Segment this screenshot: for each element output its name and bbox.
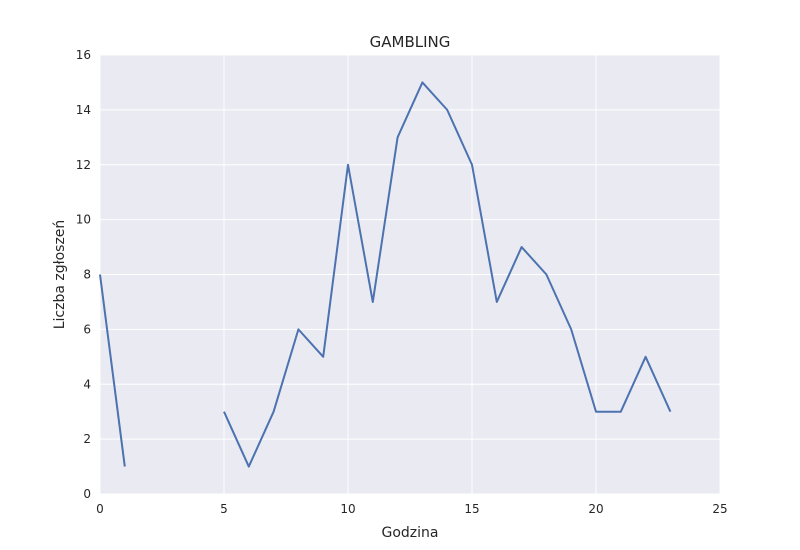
x-axis-label: Godzina (382, 525, 439, 541)
x-tick-label: 20 (588, 502, 603, 516)
x-tick-label: 25 (712, 502, 727, 516)
y-tick-labels: 0 2 4 6 8 10 12 14 16 (76, 48, 91, 501)
chart-title: GAMBLING (370, 33, 451, 51)
y-tick-label: 16 (76, 48, 91, 62)
y-tick-label: 8 (83, 268, 91, 282)
y-tick-label: 2 (83, 432, 91, 446)
x-tick-label: 5 (220, 502, 228, 516)
series-line-segment (223, 81, 672, 468)
y-tick-label: 6 (83, 322, 91, 336)
x-tick-label: 0 (96, 502, 104, 516)
y-tick-label: 4 (83, 377, 91, 391)
x-tick-labels: 0 5 10 15 20 25 (96, 502, 727, 516)
y-tick-label: 0 (83, 487, 91, 501)
y-tick-label: 14 (76, 103, 91, 117)
y-axis-label: Liczba zgłoszeń (52, 220, 68, 330)
series-line-segment (99, 274, 126, 467)
y-tick-label: 10 (76, 213, 91, 227)
series-lines (99, 81, 672, 468)
x-tick-label: 15 (464, 502, 479, 516)
x-tick-label: 10 (340, 502, 355, 516)
y-tick-label: 12 (76, 158, 91, 172)
